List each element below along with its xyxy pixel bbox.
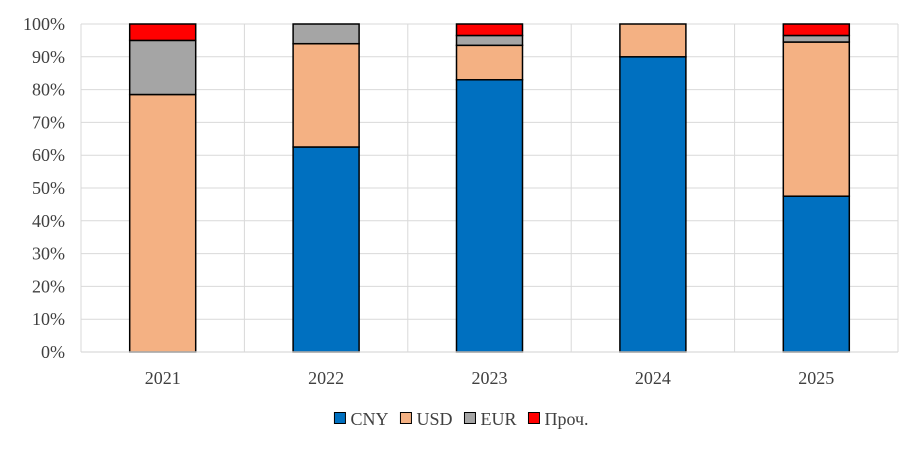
legend-label: EUR — [480, 409, 516, 429]
legend-swatch-проч. — [527, 412, 540, 424]
y-tick-label: 40% — [32, 211, 65, 231]
axes: 0% 10% 20% 30% 40% 50% 60% 70% 80% 90% 100% 2021 202… — [23, 14, 898, 388]
bar-segment-cny-2023 — [455, 79, 524, 353]
y-tick-label: 10% — [32, 309, 65, 329]
bar-segment-usd-2024 — [619, 23, 687, 58]
legend-label: Проч. — [544, 409, 588, 429]
bar-segment-проч.-2023 — [455, 23, 524, 37]
y-tick-label: 20% — [32, 276, 65, 296]
x-tick-label: 2025 — [798, 368, 834, 388]
x-tick-label: 2024 — [635, 368, 671, 388]
bar-segment-eur-2021 — [128, 39, 197, 96]
bar-segment-usd-2021 — [128, 93, 197, 353]
bar-segment-проч.-2021 — [128, 23, 197, 42]
x-tick-label: 2023 — [472, 368, 508, 388]
bar-segment-usd-2023 — [455, 44, 524, 81]
bars — [128, 23, 851, 353]
y-tick-label: 30% — [32, 244, 65, 264]
legend-swatch-eur — [463, 412, 476, 424]
x-tick-label: 2022 — [308, 368, 344, 388]
legend-swatch-cny — [333, 412, 346, 424]
y-tick-label: 90% — [32, 47, 65, 67]
bar-segment-cny-2024 — [619, 56, 687, 353]
y-tick-label: 60% — [32, 145, 65, 165]
legend-swatch-usd — [399, 412, 412, 424]
legend-label: USD — [416, 409, 452, 429]
legend: CNY USD EUR Проч. — [333, 409, 589, 429]
y-tick-label: 100% — [23, 14, 65, 34]
bar-segment-проч.-2025 — [782, 23, 851, 37]
x-tick-label: 2021 — [145, 368, 181, 388]
bar-segment-cny-2022 — [292, 146, 360, 353]
y-tick-label: 80% — [32, 80, 65, 100]
bar-segment-cny-2025 — [782, 195, 851, 353]
legend-label: CNY — [350, 409, 388, 429]
bar-segment-usd-2025 — [782, 41, 851, 197]
y-tick-label: 70% — [32, 112, 65, 132]
bar-segment-eur-2025 — [782, 34, 851, 43]
bar-segment-eur-2023 — [455, 34, 524, 47]
y-tick-label: 0% — [41, 342, 65, 362]
y-tick-label: 50% — [32, 178, 65, 198]
bar-segment-usd-2022 — [292, 42, 360, 148]
bar-segment-eur-2022 — [292, 23, 360, 45]
